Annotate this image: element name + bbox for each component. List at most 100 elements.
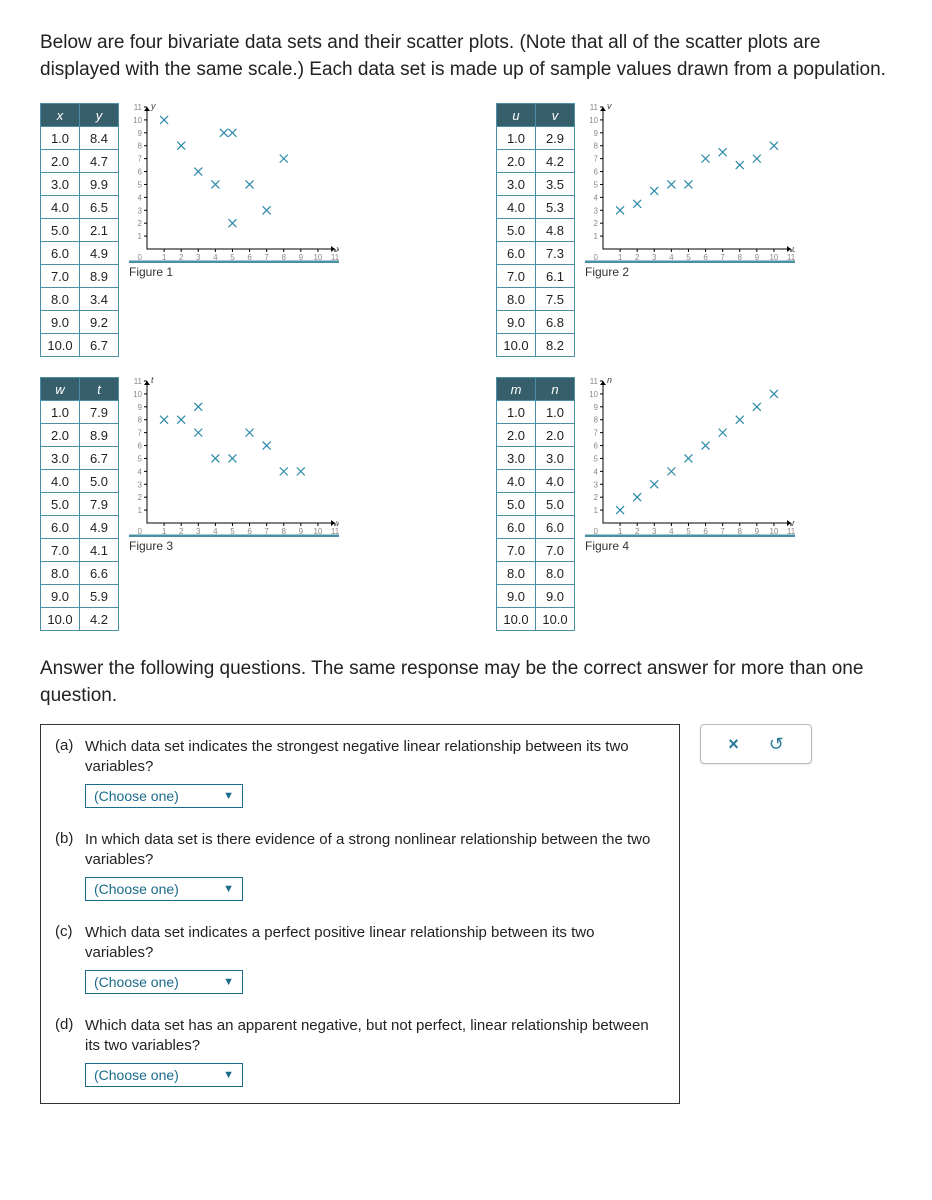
svg-text:1: 1 — [138, 506, 143, 515]
svg-text:11: 11 — [787, 253, 795, 262]
question-label: (d) — [55, 1016, 77, 1087]
svg-text:7: 7 — [594, 155, 599, 164]
data-point — [616, 206, 624, 214]
cell: 2.0 — [536, 424, 575, 447]
data-point — [177, 416, 185, 424]
dataset-0: xy1.08.42.04.73.09.94.06.55.02.16.04.97.… — [40, 103, 436, 357]
table-row: 3.03.5 — [497, 173, 575, 196]
answer-select[interactable]: (Choose one)▼ — [85, 970, 243, 994]
cell: 2.0 — [41, 150, 80, 173]
svg-text:8: 8 — [738, 527, 743, 536]
cell: 7.0 — [41, 265, 80, 288]
cell: 4.9 — [80, 242, 119, 265]
cell: 8.2 — [536, 334, 575, 357]
dataset-3: mn1.01.02.02.03.03.04.04.05.05.06.06.07.… — [496, 377, 892, 631]
cell: 7.9 — [80, 401, 119, 424]
data-point — [616, 506, 624, 514]
svg-text:9: 9 — [299, 527, 304, 536]
svg-text:5: 5 — [594, 181, 599, 190]
table-row: 8.06.6 — [41, 562, 119, 585]
svg-text:1: 1 — [618, 527, 623, 536]
table-row: 2.04.2 — [497, 150, 575, 173]
data-point — [753, 155, 761, 163]
cell: 10.0 — [536, 608, 575, 631]
svg-text:11: 11 — [590, 103, 599, 112]
cell: 1.0 — [41, 401, 80, 424]
chevron-down-icon: ▼ — [223, 790, 234, 802]
svg-text:v: v — [607, 103, 612, 111]
table-row: 7.06.1 — [497, 265, 575, 288]
svg-text:1: 1 — [594, 506, 599, 515]
cell: 3.0 — [536, 447, 575, 470]
data-point — [263, 442, 271, 450]
cell: 3.0 — [41, 447, 80, 470]
svg-text:4: 4 — [138, 194, 143, 203]
svg-text:0: 0 — [594, 527, 599, 536]
select-placeholder: (Choose one) — [94, 974, 179, 990]
table-row: 8.03.4 — [41, 288, 119, 311]
answer-select[interactable]: (Choose one)▼ — [85, 1063, 243, 1087]
table-row: 7.07.0 — [497, 539, 575, 562]
svg-text:1: 1 — [138, 232, 143, 241]
cell: 5.0 — [497, 493, 536, 516]
svg-text:11: 11 — [134, 103, 143, 112]
clear-icon[interactable]: × — [728, 734, 739, 755]
svg-text:11: 11 — [331, 527, 339, 536]
figure-caption: Figure 3 — [129, 539, 339, 553]
data-point — [736, 161, 744, 169]
data-point — [160, 416, 168, 424]
data-point — [684, 181, 692, 189]
table-row: 8.07.5 — [497, 288, 575, 311]
cell: 3.4 — [80, 288, 119, 311]
answer-select[interactable]: (Choose one)▼ — [85, 877, 243, 901]
svg-text:7: 7 — [138, 155, 143, 164]
svg-text:10: 10 — [133, 116, 142, 125]
data-table: uv1.02.92.04.23.03.54.05.35.04.86.07.37.… — [496, 103, 575, 357]
cell: 2.1 — [80, 219, 119, 242]
cell: 10.0 — [497, 608, 536, 631]
svg-text:8: 8 — [138, 416, 143, 425]
cell: 6.0 — [497, 516, 536, 539]
svg-text:n: n — [607, 377, 612, 385]
svg-text:8: 8 — [138, 142, 143, 151]
svg-text:2: 2 — [594, 219, 599, 228]
cell: 3.0 — [41, 173, 80, 196]
svg-text:10: 10 — [589, 116, 598, 125]
svg-text:9: 9 — [755, 253, 760, 262]
data-point — [177, 142, 185, 150]
svg-text:5: 5 — [138, 455, 143, 464]
cell: 2.9 — [536, 127, 575, 150]
svg-text:x: x — [335, 244, 339, 254]
cell: 7.0 — [497, 265, 536, 288]
svg-text:3: 3 — [594, 206, 599, 215]
cell: 2.0 — [41, 424, 80, 447]
question-c: (c)Which data set indicates a perfect po… — [55, 923, 665, 994]
question-text: Which data set indicates the strongest n… — [85, 737, 665, 776]
cell: 5.0 — [41, 493, 80, 516]
svg-text:6: 6 — [247, 527, 252, 536]
svg-text:8: 8 — [594, 416, 599, 425]
cell: 8.4 — [80, 127, 119, 150]
cell: 1.0 — [41, 127, 80, 150]
data-table: wt1.07.92.08.93.06.74.05.05.07.96.04.97.… — [40, 377, 119, 631]
svg-text:6: 6 — [138, 442, 143, 451]
svg-text:3: 3 — [196, 527, 201, 536]
reset-icon[interactable]: ↺ — [769, 734, 784, 755]
svg-text:11: 11 — [590, 377, 599, 386]
table-row: 3.06.7 — [41, 447, 119, 470]
question-d: (d)Which data set has an apparent negati… — [55, 1016, 665, 1087]
svg-text:3: 3 — [594, 480, 599, 489]
svg-text:11: 11 — [787, 527, 795, 536]
cell: 9.0 — [497, 585, 536, 608]
data-point — [194, 429, 202, 437]
answer-select[interactable]: (Choose one)▼ — [85, 784, 243, 808]
svg-text:11: 11 — [331, 253, 339, 262]
svg-text:1: 1 — [162, 527, 167, 536]
table-row: 5.02.1 — [41, 219, 119, 242]
cell: 1.0 — [536, 401, 575, 424]
svg-text:3: 3 — [138, 206, 143, 215]
cell: 3.0 — [497, 173, 536, 196]
svg-text:4: 4 — [669, 253, 674, 262]
table-row: 5.07.9 — [41, 493, 119, 516]
figure-caption: Figure 2 — [585, 265, 795, 279]
